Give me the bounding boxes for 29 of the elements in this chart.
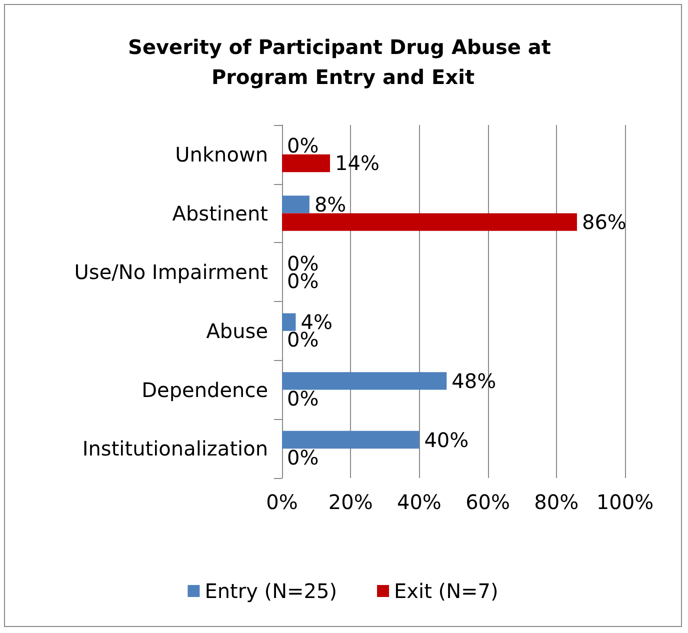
bar bbox=[282, 430, 420, 449]
y-tick-label: Dependence bbox=[142, 378, 268, 402]
x-tick-label: 80% bbox=[534, 490, 579, 514]
x-tick-label: 40% bbox=[396, 490, 442, 514]
data-label: 8% bbox=[314, 192, 346, 216]
y-tick-label: Unknown bbox=[175, 142, 268, 166]
x-tick-label: 0% bbox=[266, 490, 298, 514]
bar bbox=[282, 213, 577, 231]
data-label: 48% bbox=[452, 368, 496, 393]
bar bbox=[282, 196, 310, 214]
legend-label: Entry (N=25) bbox=[204, 579, 338, 603]
y-tick-label: Abuse bbox=[206, 318, 268, 343]
data-label: 0% bbox=[287, 386, 319, 411]
x-tick-label: 20% bbox=[328, 490, 373, 514]
data-label: 0% bbox=[287, 445, 319, 470]
data-label: 40% bbox=[424, 428, 469, 452]
data-label: 14% bbox=[335, 151, 380, 176]
y-tick-label: Use/No Impairment bbox=[74, 260, 268, 284]
x-tick-label: 100% bbox=[596, 490, 654, 514]
y-tick-label: Institutionalization bbox=[82, 436, 268, 461]
bar bbox=[282, 313, 296, 331]
chart-title: Severity of Participant Drug Abuse at Program Entry and Exit bbox=[128, 35, 558, 89]
y-tick-label: Abstinent bbox=[172, 201, 268, 226]
bar bbox=[282, 154, 330, 172]
data-label: 86% bbox=[582, 210, 626, 234]
bar bbox=[282, 372, 447, 390]
legend-label: Exit (N=7) bbox=[394, 579, 498, 603]
x-tick-label: 60% bbox=[466, 490, 510, 514]
data-label: 0% bbox=[287, 134, 319, 158]
